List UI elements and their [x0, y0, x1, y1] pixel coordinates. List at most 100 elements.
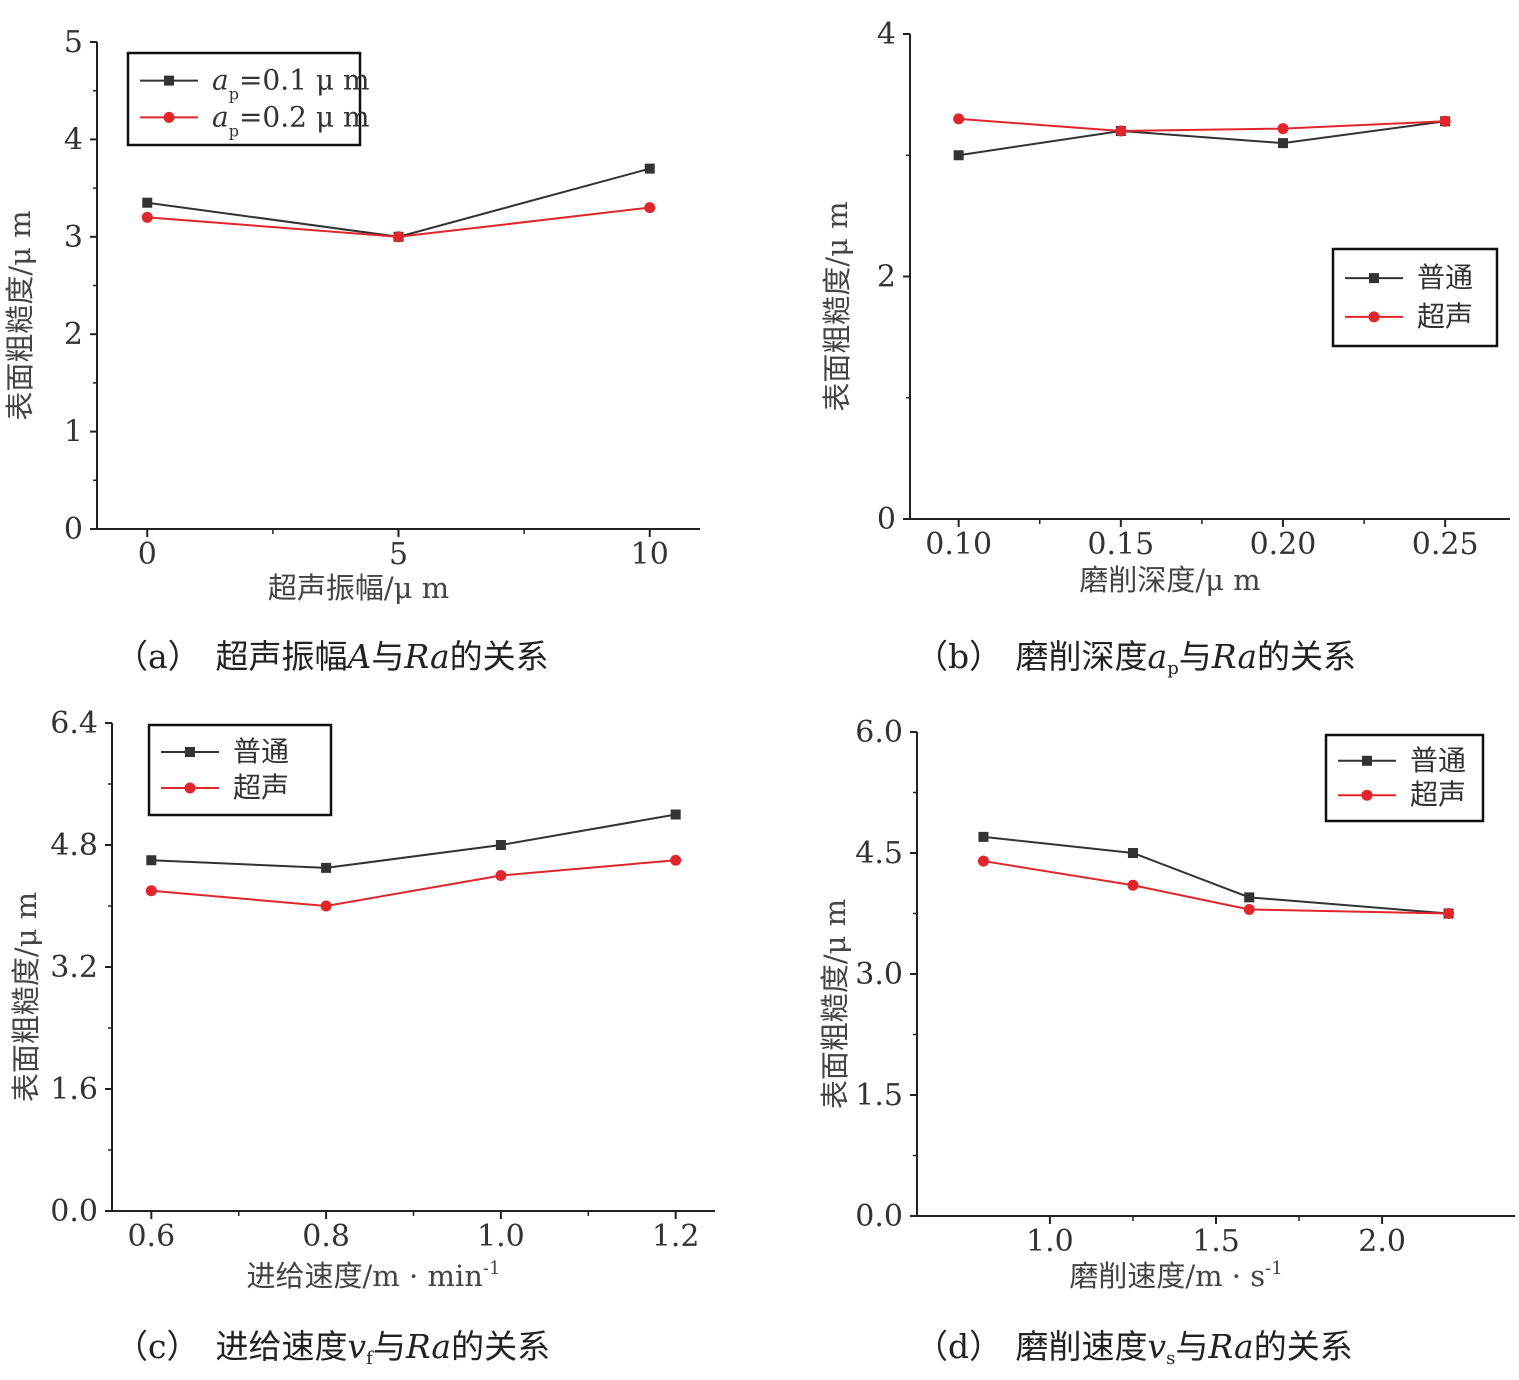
y-tick-label: 4: [877, 17, 896, 52]
caption-sub: f: [366, 1348, 373, 1369]
x-tick-label: 2.0: [1358, 1224, 1406, 1259]
data-point-square: [953, 150, 964, 161]
data-point-square: [1277, 138, 1288, 149]
data-point-circle: [1443, 908, 1455, 919]
y-tick-label: 1.5: [855, 1078, 903, 1113]
chart-panel-b: 0 2 4 0.10 0.15 0.20 0.25 磨削深度/μ m 表面粗糙度/μ m 普通 超声…: [760, 0, 1519, 690]
x-tick-label: 1.0: [1026, 1224, 1074, 1259]
legend-label-rest: =0.2 μ m: [239, 100, 370, 133]
caption-text: 与: [372, 1327, 406, 1366]
caption-text: 超声振幅: [215, 637, 348, 676]
caption-var: v: [1147, 1327, 1167, 1366]
legend-box: [1331, 247, 1499, 348]
y-tick-label: 4.5: [855, 836, 903, 871]
data-point-square: [1244, 892, 1255, 903]
legend-label: 超声: [233, 771, 289, 804]
y-tick-label: 6.4: [50, 706, 98, 741]
x-tick-label: 0.20: [1250, 527, 1317, 562]
y-tick-label: 4.8: [50, 828, 98, 863]
legend-label: ap=0.2 μ m: [212, 100, 370, 140]
y-tick-label: 1.6: [50, 1072, 98, 1107]
legend-label: 超声: [1417, 300, 1473, 333]
caption-tag: （b）: [915, 637, 1003, 676]
caption-c: （c） 进给速度vf与Ra的关系: [115, 1320, 550, 1369]
x-tick-label: 1.0: [477, 1219, 525, 1254]
legend-marker-circle: [1368, 311, 1380, 323]
chart-panel-c: 0.0 1.6 3.2 4.8 6.4 0.6 0.8 1.0 1.2 进给速度/m · min-…: [0, 690, 760, 1380]
caption-text: 的关系: [1257, 637, 1356, 676]
series-line: [958, 120, 1446, 157]
data-point-square: [146, 855, 157, 866]
x-axis-title: 磨削深度/μ m: [1079, 563, 1260, 597]
x-axis-title: 进给速度/m · min-1: [247, 1258, 501, 1293]
data-point-circle: [1127, 879, 1139, 891]
x-tick-label: 0.25: [1412, 527, 1479, 562]
y-axis-title: 表面粗糙度/μ m: [3, 210, 37, 420]
chart-panel-a: 0 1 2 3 4 5 0 5 10 超声振幅/μ m 表面粗糙度/μ m ap=0.1 μ m ap=…: [0, 0, 760, 690]
x-tick-label: 0.8: [302, 1219, 350, 1254]
y-axis-title: 表面粗糙度/μ m: [9, 892, 43, 1102]
legend-label-sub: p: [229, 85, 239, 104]
y-axis-title: 表面粗糙度/μ m: [818, 899, 852, 1109]
caption-var: Ra: [405, 1327, 452, 1366]
caption-text: 的关系: [1253, 1327, 1353, 1366]
caption-a: （a） 超声振幅A与Ra的关系: [115, 630, 549, 678]
caption-b: （b） 磨削深度ap与Ra的关系: [915, 630, 1356, 679]
chart-d: 0.0 1.5 3.0 4.5 6.0 1.0 1.5 2.0 磨削速度/m · s-1 表面粗糙…: [818, 715, 1515, 1293]
data-point-circle: [145, 885, 157, 897]
legend-marker-square: [164, 75, 174, 86]
legend-label-var: a: [212, 64, 229, 97]
data-point-circle: [1243, 903, 1255, 915]
caption-tag: （c）: [115, 1327, 200, 1366]
legend-label-rest: =0.1 μ m: [239, 64, 370, 97]
legend-label-sub: p: [229, 121, 239, 140]
y-axis-title: 表面粗糙度/μ m: [820, 201, 854, 411]
data-point-circle: [953, 113, 965, 125]
caption-text: 磨削深度: [1015, 637, 1148, 676]
x-tick-label: 0.10: [925, 527, 992, 562]
x-tick-label: 10: [631, 537, 669, 572]
legend-label: 普通: [233, 735, 289, 768]
x-tick-label: 0: [138, 537, 157, 572]
data-point-square: [670, 809, 681, 820]
legend-marker-circle: [163, 111, 175, 123]
y-tick-label: 3.0: [855, 957, 903, 992]
legend-label-var: a: [212, 100, 229, 133]
y-tick-label: 0.0: [855, 1199, 903, 1234]
data-point-circle: [1277, 123, 1289, 135]
caption-text: 的关系: [449, 637, 549, 676]
x-axis-title: 超声振幅/μ m: [268, 571, 449, 605]
caption-text: 与: [371, 637, 405, 676]
y-tick-label: 6.0: [855, 715, 903, 750]
data-point-square: [495, 840, 506, 850]
caption-var: a: [1147, 637, 1168, 676]
y-tick-label: 3: [64, 220, 83, 255]
y-tick-label: 0: [877, 502, 896, 537]
legend-label: ap=0.1 μ m: [212, 64, 370, 104]
caption-var: Ra: [404, 637, 450, 676]
y-tick-label: 4: [64, 122, 83, 157]
data-point-square: [1127, 848, 1138, 858]
y-tick-label: 2: [64, 317, 83, 352]
caption-var: A: [347, 637, 372, 676]
x-tick-label: 0.6: [127, 1219, 175, 1254]
legend-marker-circle: [184, 782, 196, 794]
data-point-circle: [1439, 115, 1451, 127]
x-tick-label: 5: [389, 537, 408, 572]
caption-text: 进给速度: [215, 1327, 348, 1366]
data-point-square: [978, 831, 989, 842]
y-tick-label: 1: [64, 415, 83, 450]
legend-box: [126, 51, 362, 147]
caption-tag: （d）: [915, 1327, 1003, 1366]
x-axis-title-sup: -1: [1265, 1258, 1283, 1279]
data-point-circle: [320, 900, 332, 912]
caption-text: 磨削速度: [1015, 1327, 1148, 1366]
data-point-square: [644, 163, 655, 174]
legend-label: 超声: [1410, 778, 1466, 811]
series-line: [147, 167, 651, 238]
data-point-circle: [141, 211, 153, 223]
series-line: [958, 117, 1446, 133]
series-line: [151, 859, 676, 908]
